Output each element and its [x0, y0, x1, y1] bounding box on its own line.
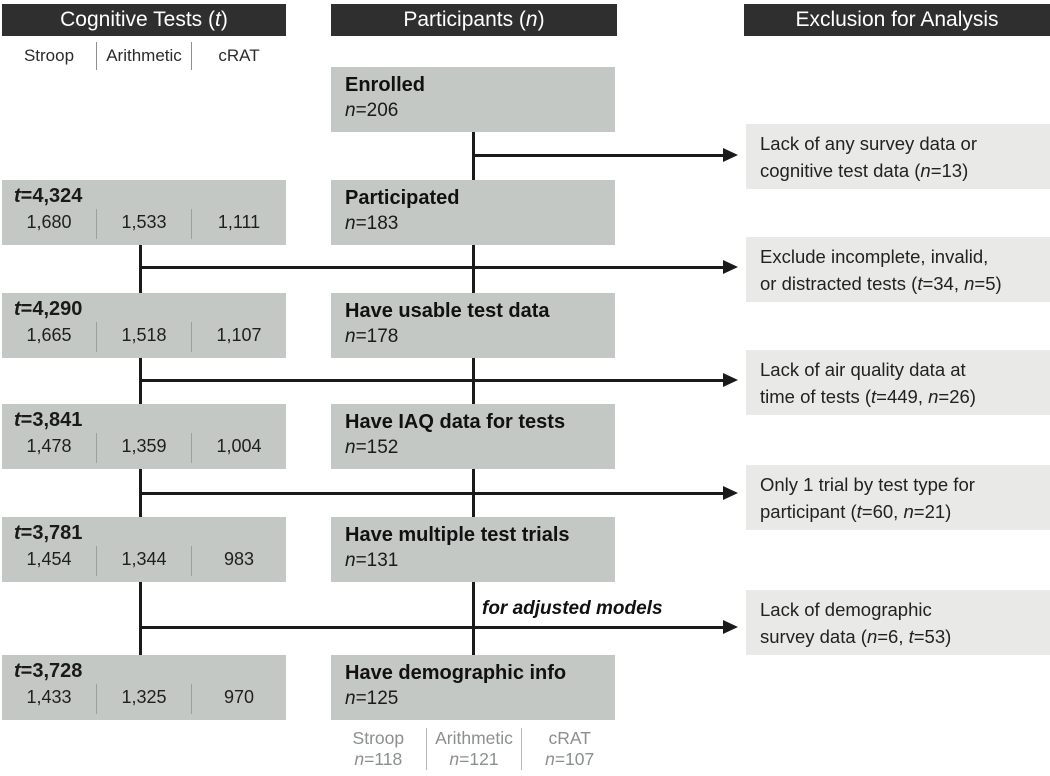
arrow-head-icon — [723, 148, 738, 162]
test-type-label-stroop: Stroop — [23, 46, 75, 65]
trial-count-box-3: t=3,841 1,478 1,359 1,004 — [2, 404, 286, 469]
arrow-head-icon — [723, 620, 738, 634]
trial-total: t=4,324 — [14, 185, 83, 207]
participant-count: n=131 — [345, 550, 399, 571]
column-header-exclusion: Exclusion for Analysis — [744, 4, 1050, 36]
trial-count-cell: 1,518 — [96, 322, 191, 352]
exclusion-box-no-air-quality: Lack of air quality data at time of tests… — [746, 350, 1050, 415]
participant-box-multiple-trials: Have multiple test trials n=131 — [331, 517, 615, 582]
connector-horizontal-3 — [139, 379, 723, 382]
trial-count-cells: 1,665 1,518 1,107 — [2, 322, 286, 352]
participant-count: n=152 — [345, 437, 399, 458]
column-header-participants: Participants (n) — [331, 4, 617, 36]
trial-count-cell: 1,533 — [96, 209, 191, 239]
participant-box-title: Participated — [345, 187, 460, 209]
trial-count-box-5: t=3,728 1,433 1,325 970 — [2, 655, 286, 720]
trial-count-cell: 1,478 — [26, 436, 72, 456]
participant-box-title: Have usable test data — [345, 300, 550, 322]
participant-box-title: Have IAQ data for tests — [345, 411, 566, 433]
test-type-label-arithmetic: Arithmetic — [96, 42, 191, 70]
trial-count-cell: 1,359 — [96, 433, 191, 463]
trial-total: t=3,728 — [14, 660, 83, 682]
exclusion-box-no-demographics: Lack of demographic survey data (n=6, t=5… — [746, 590, 1050, 655]
exclusion-box-invalid-tests: Exclude incomplete, invalid, or distracte… — [746, 237, 1050, 302]
per-test-count-crat: cRAT n=107 — [521, 728, 617, 770]
adjusted-models-label: for adjusted models — [482, 598, 663, 619]
participant-count: n=125 — [345, 688, 399, 709]
participant-box-participated: Participated n=183 — [331, 180, 615, 245]
trial-count-cells: 1,680 1,533 1,111 — [2, 209, 286, 239]
participant-count: n=183 — [345, 213, 399, 234]
participant-count: n=178 — [345, 326, 399, 347]
trial-count-cell: 1,454 — [26, 549, 72, 569]
trial-count-cell: 1,111 — [191, 209, 286, 239]
trial-count-cells: 1,454 1,344 983 — [2, 546, 286, 576]
participant-box-enrolled: Enrolled n=206 — [331, 67, 615, 132]
exclusion-box-single-trial: Only 1 trial by test type for participant… — [746, 465, 1050, 530]
arrow-head-icon — [723, 373, 738, 387]
connector-vertical-middle-column — [472, 132, 475, 655]
test-type-label-crat: cRAT — [191, 42, 286, 70]
participant-box-usable-data: Have usable test data n=178 — [331, 293, 615, 358]
trial-count-box-4: t=3,781 1,454 1,344 983 — [2, 517, 286, 582]
column-header-cognitive-tests: Cognitive Tests (t) — [2, 4, 286, 36]
trial-count-cells: 1,433 1,325 970 — [2, 684, 286, 714]
connector-horizontal-2 — [139, 266, 723, 269]
trial-total: t=4,290 — [14, 298, 83, 320]
trial-count-cell: 1,004 — [191, 433, 286, 463]
connector-horizontal-5 — [139, 626, 723, 629]
trial-count-cell: 1,665 — [26, 325, 72, 345]
trial-count-cell: 1,107 — [191, 322, 286, 352]
trial-count-box-1: t=4,324 1,680 1,533 1,111 — [2, 180, 286, 245]
trial-count-cell: 1,344 — [96, 546, 191, 576]
per-test-count-arithmetic: Arithmetic n=121 — [425, 728, 522, 770]
trial-total: t=3,841 — [14, 409, 83, 431]
exclusion-box-no-survey-data: Lack of any survey data or cognitive test… — [746, 124, 1050, 189]
test-type-header-row: Stroop Arithmetic cRAT — [2, 42, 286, 70]
trial-count-cell: 1,433 — [26, 687, 72, 707]
participant-box-title: Enrolled — [345, 74, 426, 96]
trial-total: t=3,781 — [14, 522, 83, 544]
connector-horizontal-1 — [472, 154, 723, 157]
trial-count-cell: 983 — [191, 546, 286, 576]
participant-box-title: Have demographic info — [345, 662, 567, 684]
participant-count: n=206 — [345, 100, 399, 121]
arrow-head-icon — [723, 486, 738, 500]
per-test-count-stroop: Stroop n=118 — [352, 728, 405, 769]
participant-box-iaq-data: Have IAQ data for tests n=152 — [331, 404, 615, 469]
trial-count-box-2: t=4,290 1,665 1,518 1,107 — [2, 293, 286, 358]
participant-box-demographic: Have demographic info n=125 — [331, 655, 615, 720]
trial-count-cell: 1,325 — [96, 684, 191, 714]
connector-horizontal-4 — [139, 492, 723, 495]
arrow-head-icon — [723, 260, 738, 274]
trial-count-cell: 1,680 — [26, 212, 72, 232]
per-test-count-row: Stroop n=118 Arithmetic n=121 cRAT n=107 — [331, 728, 617, 770]
trial-count-cell: 970 — [191, 684, 286, 714]
participant-box-title: Have multiple test trials — [345, 524, 570, 546]
trial-count-cells: 1,478 1,359 1,004 — [2, 433, 286, 463]
